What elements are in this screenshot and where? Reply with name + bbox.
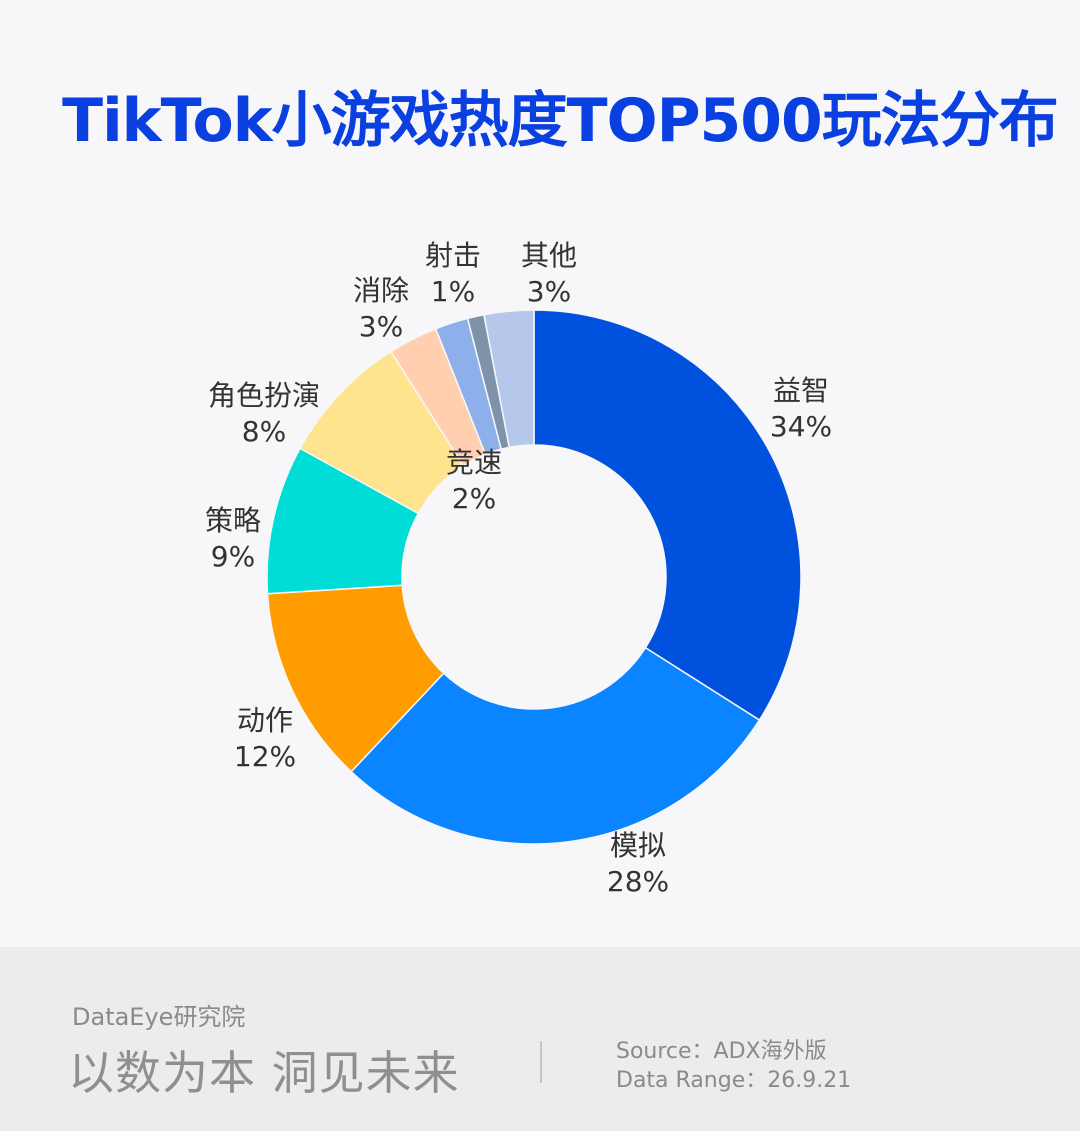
- slice-label-2: 模拟: [610, 829, 666, 862]
- slice-label-8: 射击: [425, 239, 481, 272]
- slice-2: [350, 646, 761, 845]
- slice-value-5: 8%: [242, 415, 286, 448]
- slice-label-1: 益智: [773, 374, 829, 407]
- footer: DataEye研究院 以数为本 洞见未来 Source：ADX海外版 Data …: [0, 947, 1080, 1131]
- date-range-text: Data Range：26.9.21: [616, 1068, 852, 1093]
- slice-label-9: 其他: [521, 239, 577, 272]
- slogan: 以数为本 洞见未来: [68, 1046, 460, 1100]
- slice-value-7: 2%: [452, 482, 496, 515]
- slice-9: [483, 309, 535, 449]
- slice-value-6: 3%: [359, 310, 403, 343]
- slice-label-5: 角色扮演: [208, 379, 320, 412]
- slice-label-3: 动作: [237, 704, 293, 737]
- slice-labels: 益智34%模拟28%动作12%策略9%角色扮演8%消除3%竞速2%射击1%其他3…: [205, 239, 832, 898]
- slice-value-4: 9%: [211, 540, 255, 573]
- slice-value-1: 34%: [770, 410, 832, 443]
- slice-1: [533, 309, 802, 722]
- slice-label-6: 消除: [353, 274, 409, 307]
- donut-chart: 益智34%模拟28%动作12%策略9%角色扮演8%消除3%竞速2%射击1%其他3…: [205, 239, 832, 898]
- slice-label-7: 竞速: [446, 446, 502, 479]
- slice-label-4: 策略: [205, 504, 261, 537]
- source-text: Source：ADX海外版: [616, 1039, 827, 1064]
- footer-divider: [540, 1041, 542, 1083]
- slice-value-3: 12%: [234, 740, 296, 773]
- slice-value-8: 1%: [431, 275, 475, 308]
- source-info: Source：ADX海外版 Data Range：26.9.21: [616, 1037, 851, 1095]
- chart-title: TikTok小游戏热度TOP500玩法分布: [62, 86, 1059, 156]
- slice-value-9: 3%: [527, 275, 571, 308]
- donut-slices: [266, 309, 802, 845]
- brand-name: DataEye研究院: [72, 1003, 246, 1031]
- slice-value-2: 28%: [607, 865, 669, 898]
